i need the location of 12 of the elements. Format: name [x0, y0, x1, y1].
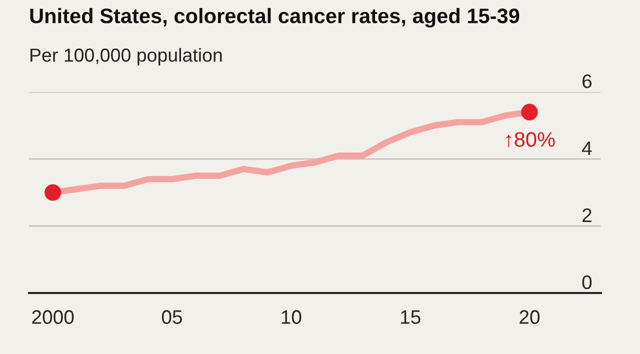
- y-tick-label: 6: [582, 74, 592, 88]
- x-tick-label: 2000: [32, 310, 74, 324]
- y-tick-label: 0: [582, 275, 592, 290]
- y-tick-label: 4: [582, 142, 592, 155]
- y-tick-label: 2: [582, 208, 592, 222]
- x-tick-label: 10: [282, 310, 302, 324]
- x-tick-label: 15: [401, 310, 420, 324]
- x-tick-label: 20: [520, 310, 540, 324]
- chart-title: United States, colorectal cancer rates, aged 15-39: [30, 8, 520, 28]
- chart-subtitle: Per 100,000 population: [30, 48, 222, 66]
- x-tick-label: 05: [162, 310, 182, 324]
- annotation: ↑80%: [506, 132, 555, 148]
